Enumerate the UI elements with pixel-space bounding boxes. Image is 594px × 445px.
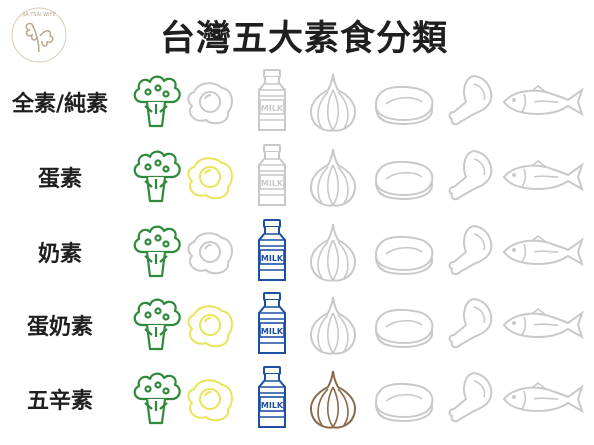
- chicken-icon: [444, 147, 496, 205]
- category-row: 全素/純素 MILK: [0, 68, 594, 138]
- meat-icon: [372, 305, 438, 349]
- garlic-icon: [306, 145, 360, 209]
- category-label: 五辛素: [26, 389, 93, 414]
- garlic-icon: [306, 220, 360, 284]
- category-label: 蛋素: [37, 167, 82, 192]
- brand-logo: JIA TSAI WIFE: [10, 6, 68, 64]
- broccoli-icon: [128, 293, 184, 355]
- category-label: 蛋奶素: [26, 315, 93, 340]
- broccoli-icon: [128, 145, 184, 207]
- chicken-icon: [444, 222, 496, 280]
- fish-icon: [498, 232, 586, 272]
- fish-icon: [498, 305, 586, 345]
- meat-icon: [372, 379, 438, 423]
- category-row: 五辛素 MILK: [0, 365, 594, 435]
- garlic-icon: [306, 70, 360, 134]
- milk-icon: MILK: [255, 143, 289, 209]
- category-row: 奶素 MILK: [0, 218, 594, 288]
- fish-icon: [498, 82, 586, 122]
- garlic-icon: [306, 293, 360, 357]
- svg-text:MILK: MILK: [261, 104, 284, 113]
- svg-text:JIA TSAI WIFE: JIA TSAI WIFE: [21, 12, 55, 18]
- egg-icon: [184, 375, 238, 427]
- meat-icon: [372, 157, 438, 201]
- category-label: 全素/純素: [11, 92, 109, 117]
- fish-icon: [498, 379, 586, 419]
- meat-icon: [372, 232, 438, 276]
- chicken-icon: [444, 295, 496, 353]
- chicken-icon: [444, 72, 496, 130]
- egg-icon: [184, 153, 238, 205]
- svg-text:MILK: MILK: [261, 327, 284, 336]
- svg-text:MILK: MILK: [261, 179, 284, 188]
- category-row: 蛋奶素 MILK: [0, 291, 594, 361]
- milk-icon: MILK: [255, 291, 289, 357]
- chicken-icon: [444, 369, 496, 427]
- page-title: 台灣五大素食分類: [160, 19, 449, 59]
- egg-icon: [184, 78, 238, 130]
- broccoli-icon: [128, 367, 184, 429]
- meat-icon: [372, 82, 438, 126]
- milk-icon: MILK: [255, 68, 289, 134]
- milk-icon: MILK: [255, 365, 289, 431]
- fish-icon: [498, 157, 586, 197]
- milk-icon: MILK: [255, 218, 289, 284]
- svg-text:MILK: MILK: [261, 254, 284, 263]
- garlic-icon: [306, 367, 360, 431]
- category-row: 蛋素 MILK: [0, 143, 594, 213]
- broccoli-icon: [128, 70, 184, 132]
- egg-icon: [184, 228, 238, 280]
- egg-icon: [184, 301, 238, 353]
- category-label: 奶素: [37, 242, 82, 267]
- broccoli-icon: [128, 220, 184, 282]
- svg-text:MILK: MILK: [261, 401, 284, 410]
